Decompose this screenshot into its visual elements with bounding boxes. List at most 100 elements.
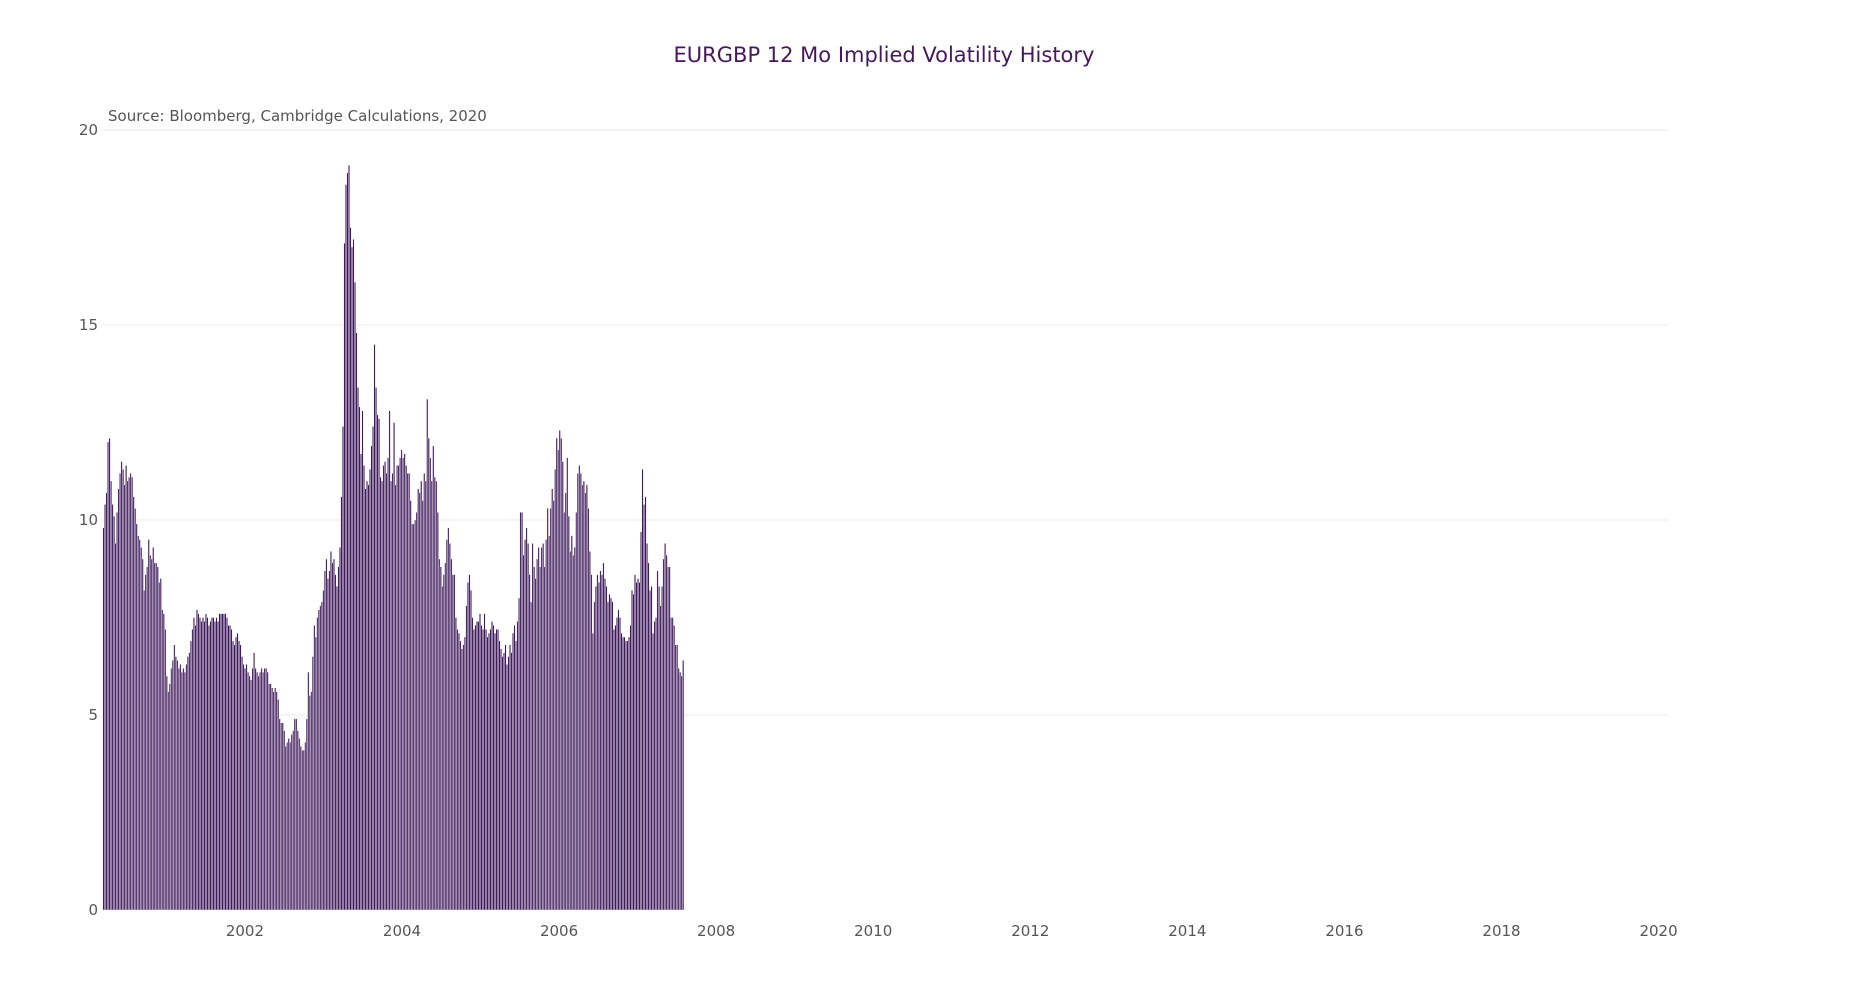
volatility-bar: [417, 488, 420, 911]
volatility-bar: [676, 644, 679, 911]
volatility-bar: [224, 613, 227, 911]
volatility-bar: [596, 574, 599, 911]
x-tick-label: 2014: [1168, 922, 1206, 940]
volatility-bar: [111, 504, 114, 911]
volatility-bar: [233, 644, 236, 911]
volatility-bar: [560, 437, 563, 911]
volatility-bar: [561, 461, 564, 911]
volatility-bar: [382, 465, 385, 911]
volatility-bar: [186, 656, 189, 911]
y-tick-label: 10: [79, 511, 98, 529]
volatility-bar: [292, 730, 295, 911]
volatility-bar: [427, 437, 430, 911]
volatility-bar: [116, 512, 119, 911]
volatility-bar: [114, 543, 117, 911]
y-axis-ticks: 0 5 10 15 20: [79, 121, 98, 919]
volatility-bar: [623, 636, 626, 911]
volatility-bar: [435, 480, 438, 911]
volatility-bar: [656, 570, 659, 911]
volatility-bar: [564, 492, 567, 911]
volatility-bar: [638, 582, 641, 911]
volatility-bar: [557, 449, 560, 911]
volatility-bar: [381, 480, 384, 911]
volatility-bar: [373, 344, 376, 911]
volatility-bar: [135, 523, 138, 911]
volatility-bar: [620, 632, 623, 911]
x-tick-label: 2016: [1325, 922, 1363, 940]
volatility-bar: [480, 625, 483, 911]
volatility-bar: [201, 617, 204, 911]
volatility-bar: [616, 617, 618, 911]
volatility-bar: [548, 535, 551, 911]
volatility-bar: [579, 473, 582, 911]
volatility-bar: [605, 586, 608, 911]
x-tick-label: 2010: [854, 922, 892, 940]
volatility-bar: [299, 746, 302, 911]
volatility-bar: [203, 621, 206, 911]
volatility-bar: [345, 184, 347, 911]
volatility-bar: [533, 566, 536, 911]
volatility-bar: [197, 613, 200, 911]
volatility-bar: [617, 609, 620, 911]
volatility-bar: [390, 480, 393, 911]
volatility-bar: [394, 484, 397, 911]
volatility-bar: [194, 625, 197, 911]
volatility-bar: [388, 410, 391, 911]
volatility-bar: [113, 515, 116, 911]
volatility-bar: [364, 488, 367, 911]
volatility-bar: [569, 551, 572, 911]
volatility-bar: [646, 543, 649, 911]
volatility-bar: [161, 609, 164, 911]
volatility-bar: [271, 687, 274, 911]
volatility-bar: [594, 586, 597, 911]
volatility-bar: [260, 668, 263, 911]
volatility-bar: [597, 582, 600, 911]
volatility-bar: [363, 465, 365, 911]
volatility-bar: [612, 629, 615, 911]
volatility-bar: [272, 691, 275, 911]
volatility-bar: [531, 543, 534, 911]
volatility-bar: [188, 652, 191, 911]
volatility-bar: [207, 625, 210, 911]
volatility-bar: [168, 683, 171, 911]
volatility-bar: [122, 469, 125, 911]
volatility-bar: [632, 593, 635, 911]
volatility-bar: [322, 590, 325, 911]
volatility-bar: [504, 644, 507, 911]
volatility-bar: [286, 742, 289, 911]
volatility-bar: [370, 445, 373, 911]
volatility-bar: [328, 570, 331, 911]
volatility-bar: [506, 664, 509, 911]
volatility-bar: [483, 613, 486, 911]
volatility-bar: [603, 578, 606, 911]
volatility-bar: [659, 605, 662, 911]
volatility-bar: [220, 613, 222, 911]
volatility-bar: [177, 668, 180, 911]
volatility-bar: [485, 629, 487, 911]
volatility-bar: [372, 426, 375, 911]
volatility-bar: [343, 242, 346, 911]
volatility-bar: [415, 512, 418, 911]
volatility-bar: [247, 671, 250, 911]
volatility-bar: [351, 246, 353, 911]
volatility-bar: [474, 625, 477, 911]
volatility-bar: [462, 644, 465, 911]
volatility-bar: [314, 636, 317, 911]
volatility-bar: [640, 531, 642, 911]
volatility-bar: [402, 457, 405, 911]
volatility-bar: [539, 566, 542, 911]
volatility-bar: [251, 668, 254, 911]
volatility-bar: [152, 547, 155, 911]
volatility-bar: [140, 547, 143, 911]
volatility-bar: [366, 480, 369, 911]
volatility-bar: [125, 465, 128, 911]
volatility-bar: [183, 671, 186, 911]
volatility-bar: [590, 574, 593, 911]
volatility-bar: [664, 543, 667, 911]
volatility-bar: [459, 640, 462, 911]
volatility-bar: [420, 480, 423, 911]
volatility-bar: [655, 617, 658, 911]
volatility-bar: [156, 566, 159, 911]
volatility-bar: [587, 508, 590, 911]
source-annotation: Source: Bloomberg, Cambridge Calculation…: [108, 107, 487, 125]
